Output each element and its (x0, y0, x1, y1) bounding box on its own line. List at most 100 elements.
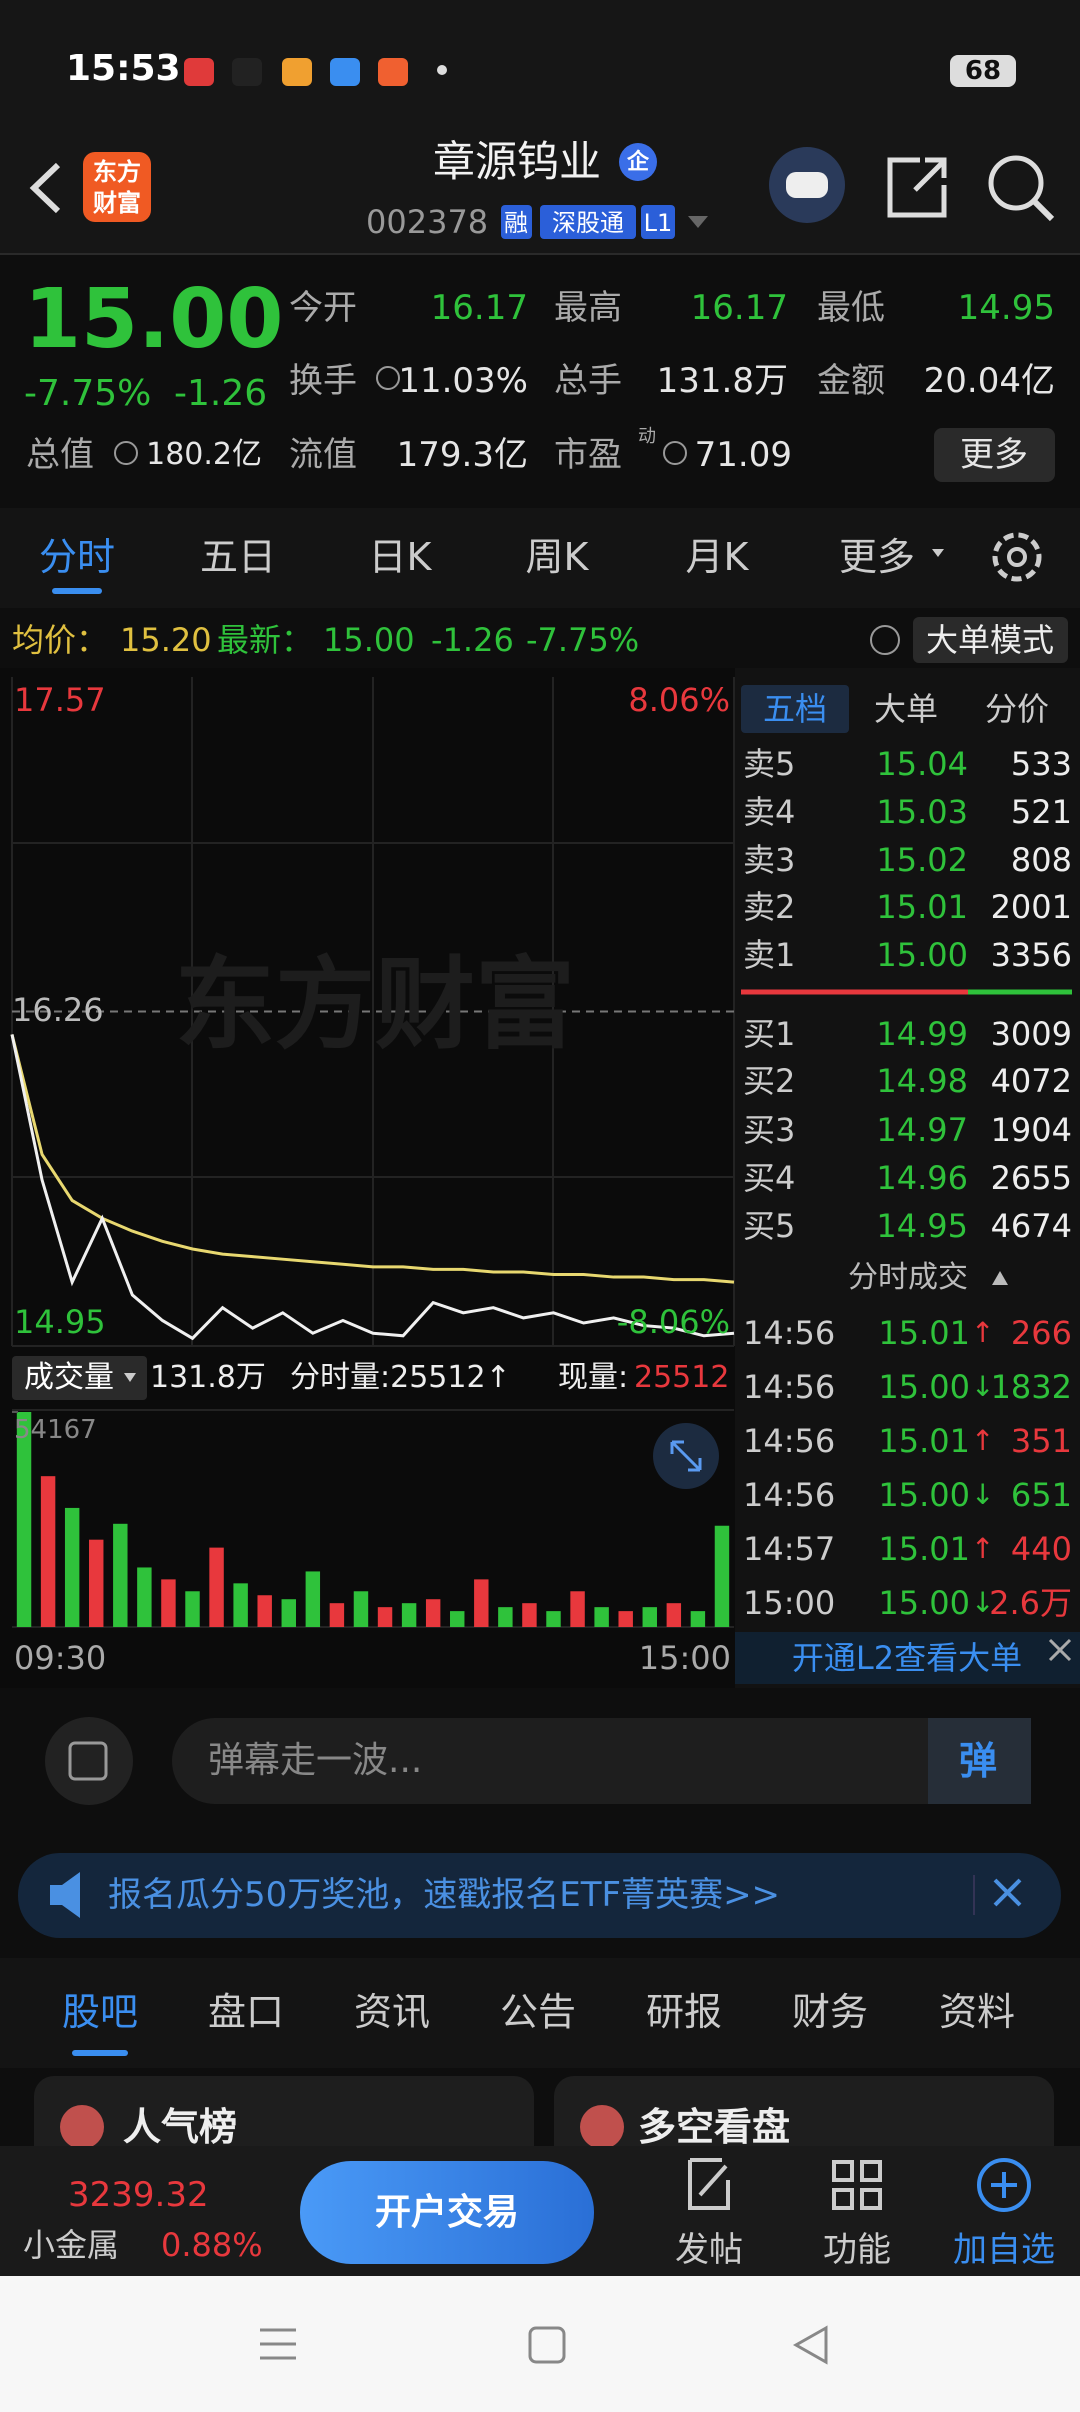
function-icon[interactable] (832, 2160, 882, 2210)
settings-icon[interactable] (992, 532, 1042, 582)
trade-direction: ↓ (971, 1370, 995, 1403)
caret (992, 1271, 1008, 1285)
index-change: 0.88% (161, 2226, 263, 2264)
section-tab[interactable]: 资讯 (353, 1990, 431, 2034)
share-icon[interactable] (887, 157, 947, 218)
volume-bar (618, 1611, 633, 1627)
nav-back[interactable] (792, 2325, 828, 2365)
back-icon[interactable] (29, 162, 61, 214)
badge-bg (619, 143, 657, 181)
megaphone (50, 1872, 80, 1918)
book-tab[interactable]: 分价 (984, 690, 1050, 728)
stock-name: 章源钨业 (432, 137, 602, 186)
book-label: 卖3 (743, 841, 796, 879)
tab[interactable]: 周K (525, 535, 589, 579)
mode-button-bg[interactable] (913, 617, 1068, 663)
volume-bar (137, 1567, 152, 1627)
trade-time: 14:56 (743, 1314, 836, 1352)
tab[interactable]: 五日 (199, 535, 277, 579)
comment-icon-bg[interactable] (45, 1717, 133, 1805)
book-tab[interactable]: 大单 (873, 690, 939, 728)
close-icon[interactable] (1048, 1638, 1072, 1662)
action-label[interactable]: 发帖 (675, 2230, 743, 2270)
battery-level: 68 (964, 56, 1002, 86)
section-tab[interactable]: 股吧 (61, 1990, 139, 2034)
add-icon[interactable] (977, 2158, 1031, 2212)
more-button[interactable]: 更多 (960, 435, 1028, 475)
tag: 深股通 (552, 209, 624, 237)
search-icon (1031, 198, 1055, 222)
banner-text[interactable]: 报名瓜分50万奖池，速戳报名ETF菁英赛>> (108, 1875, 781, 1915)
tab[interactable]: 分时 (38, 535, 116, 579)
book-label: 卖2 (743, 888, 796, 926)
tag-bg (540, 205, 636, 239)
book-label: 买1 (743, 1015, 796, 1053)
trade-price: 15.00 (878, 1476, 970, 1514)
dot (437, 65, 447, 75)
section-tab[interactable]: 财务 (791, 1990, 869, 2034)
field-value: 16.17 (430, 288, 528, 328)
volume-label-bg[interactable] (12, 1356, 147, 1400)
price-line (10, 1034, 735, 1341)
mode-button[interactable]: 大单模式 (925, 621, 1055, 659)
close-icon[interactable] (993, 1878, 1022, 1907)
nav-home[interactable] (528, 2326, 566, 2364)
trade-button[interactable]: 开户交易 (374, 2192, 520, 2233)
volume-bar (353, 1591, 369, 1627)
app-icon (330, 58, 360, 86)
comment-icon (68, 1741, 108, 1781)
action-label[interactable]: 功能 (823, 2230, 891, 2270)
current-volume: 25512 (634, 1360, 730, 1395)
field-value: 179.3亿 (396, 435, 528, 475)
x-label: 15:00 (638, 1639, 731, 1677)
trade-button-bg[interactable] (300, 2161, 594, 2264)
book-price: 15.03 (876, 793, 968, 831)
trade-time: 14:56 (743, 1422, 836, 1460)
volume-label[interactable]: 成交量 (24, 1360, 114, 1395)
nav-menu[interactable] (260, 2328, 296, 2360)
card-title[interactable]: 多空看盘 (638, 2105, 791, 2149)
current-label: 现量: (558, 1360, 629, 1395)
volume-bar (377, 1607, 393, 1627)
comment-input[interactable] (172, 1718, 1031, 1804)
info-icon (376, 366, 400, 390)
tag-bg (501, 205, 532, 239)
section-tab[interactable]: 盘口 (207, 1990, 285, 2034)
action-label[interactable]: 加自选 (953, 2230, 1055, 2270)
info-latest-label: 最新： (217, 621, 314, 659)
danmaku-button[interactable]: 弹 (958, 1739, 998, 1783)
card-title[interactable]: 人气榜 (123, 2105, 238, 2149)
volume-bar (450, 1611, 465, 1627)
tab[interactable]: 月K (685, 535, 749, 579)
book-volume: 533 (1010, 745, 1072, 783)
post-icon[interactable] (688, 2158, 730, 2210)
volume-bar (522, 1603, 537, 1627)
section-tab[interactable]: 公告 (499, 1990, 577, 2034)
field-label: 金额 (817, 361, 885, 401)
volume-bar (281, 1599, 296, 1627)
change-pct: -7.75% (24, 373, 152, 414)
banner-bg[interactable] (18, 1853, 1061, 1938)
caret (688, 216, 708, 228)
volume-bar (113, 1523, 128, 1627)
book-tab[interactable]: 五档 (762, 690, 828, 728)
more-button-bg[interactable] (934, 428, 1055, 482)
tag-bg (641, 205, 675, 239)
section-tab[interactable]: 研报 (645, 1990, 723, 2034)
book-price: 14.96 (876, 1159, 968, 1197)
book-volume: 3009 (990, 1015, 1072, 1053)
index-value: 3239.32 (68, 2175, 209, 2215)
book-price: 14.98 (876, 1062, 968, 1100)
send-bg[interactable] (928, 1718, 1031, 1804)
search-icon[interactable] (988, 155, 1044, 211)
l2-link[interactable]: 开通L2查看大单 (791, 1639, 1023, 1677)
field-value: 180.2亿 (146, 437, 262, 472)
trade-price: 15.00 (878, 1368, 970, 1406)
help-icon (870, 625, 900, 655)
tab[interactable]: 更多 (838, 535, 916, 579)
trade-volume: 266 (1010, 1314, 1072, 1352)
tab[interactable]: 日K (368, 535, 432, 579)
field-label: 今开 (289, 288, 357, 328)
section-tab[interactable]: 资料 (938, 1990, 1016, 2034)
comment-placeholder[interactable]: 弹幕走一波... (208, 1740, 423, 1781)
